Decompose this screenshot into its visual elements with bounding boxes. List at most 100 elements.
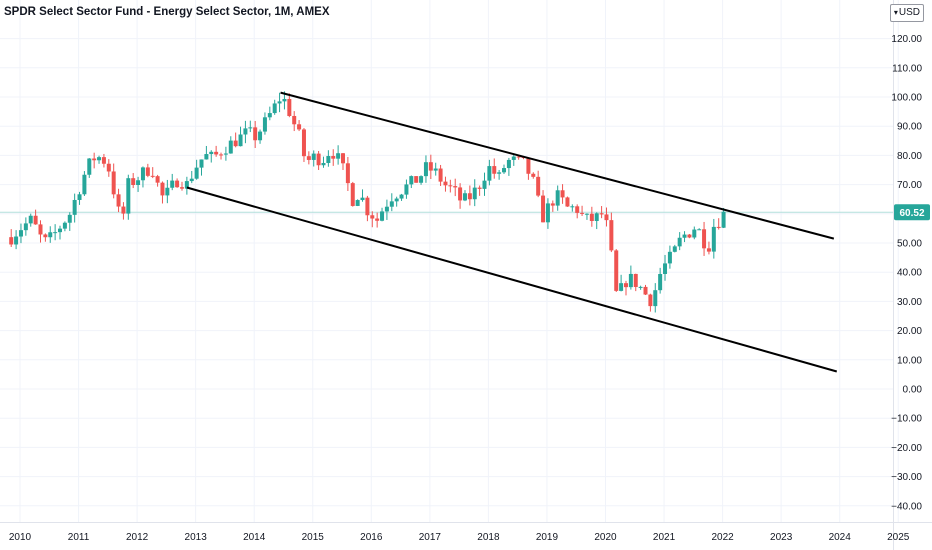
candle-body xyxy=(433,168,438,171)
candle-body xyxy=(458,187,463,201)
candle-body xyxy=(638,286,643,288)
x-tick-label: 2013 xyxy=(185,532,208,543)
candle-body xyxy=(316,153,321,166)
candle-body xyxy=(258,131,263,141)
candle-body xyxy=(131,178,136,185)
candle-body xyxy=(716,226,721,228)
candle-body xyxy=(77,194,82,200)
candle-body xyxy=(423,162,428,177)
x-tick-label: 2015 xyxy=(302,532,325,543)
x-tick-label: 2024 xyxy=(829,532,852,543)
candle-body xyxy=(106,163,111,172)
candle-body xyxy=(87,158,92,175)
candle-body xyxy=(189,178,194,182)
candle-body xyxy=(384,206,389,212)
candle-body xyxy=(702,229,707,249)
candle-body xyxy=(345,163,350,184)
candle-body xyxy=(545,203,550,223)
y-tick-label: 80.00 xyxy=(897,151,922,162)
candle-body xyxy=(502,168,507,173)
candle-body xyxy=(228,140,233,154)
candle-body xyxy=(287,98,292,116)
x-tick-label: 2023 xyxy=(770,532,793,543)
y-tick-label: −10.00 xyxy=(891,414,922,425)
x-tick-label: 2020 xyxy=(594,532,617,543)
trendline-upper-channel xyxy=(280,91,835,240)
trendline-lower-channel xyxy=(186,186,838,373)
candle-body xyxy=(311,153,316,160)
candle-body xyxy=(614,250,619,291)
candle-body xyxy=(658,273,663,291)
currency-label: USD xyxy=(898,7,920,18)
candle-body xyxy=(121,206,126,214)
candle-body xyxy=(58,228,63,233)
candle-body xyxy=(165,187,170,196)
candle-body xyxy=(179,187,184,189)
candle-body xyxy=(53,232,58,234)
candle-body xyxy=(570,206,575,208)
candle-body xyxy=(428,162,433,171)
candle-body xyxy=(482,180,487,189)
candle-body xyxy=(409,176,414,185)
candle-body xyxy=(116,194,121,207)
candle-body xyxy=(619,283,624,291)
candle-body xyxy=(672,246,677,252)
currency-selector[interactable]: ▾USD xyxy=(889,4,924,22)
candle-body xyxy=(687,234,692,238)
candle-body xyxy=(711,226,716,252)
candle-body xyxy=(462,193,467,201)
candle-body xyxy=(297,124,302,130)
candle-body xyxy=(565,197,570,207)
candle-body xyxy=(233,140,238,147)
candle-body xyxy=(277,101,282,104)
candle-body xyxy=(643,286,648,295)
x-tick-label: 2012 xyxy=(126,532,149,543)
x-tick-label: 2010 xyxy=(9,532,32,543)
y-tick-label: 120.00 xyxy=(891,34,922,45)
candle-body xyxy=(194,167,199,179)
candle-body xyxy=(467,193,472,200)
x-tick-label: 2014 xyxy=(243,532,266,543)
candle-body xyxy=(136,180,141,185)
candle-body xyxy=(301,129,306,157)
candle-body xyxy=(653,290,658,307)
candle-body xyxy=(321,162,326,166)
candle-body xyxy=(394,198,399,202)
candle-body xyxy=(516,156,521,158)
candle-body xyxy=(706,248,711,252)
candle-body xyxy=(48,232,53,238)
candle-body xyxy=(604,214,609,221)
candle-body xyxy=(360,197,365,201)
candle-body xyxy=(541,195,546,223)
candle-body xyxy=(204,154,209,160)
candle-body xyxy=(365,197,370,216)
candle-body xyxy=(33,215,38,225)
menu-chevron-icon: ▾ xyxy=(893,8,898,17)
candle-body xyxy=(170,180,175,188)
candle-body xyxy=(238,134,243,147)
candle-body xyxy=(414,176,419,183)
y-tick-label: 110.00 xyxy=(892,63,922,74)
candle-body xyxy=(223,153,228,155)
candle-body xyxy=(380,211,385,221)
candle-body xyxy=(292,115,297,125)
candle-body xyxy=(160,182,165,196)
candle-body xyxy=(18,230,23,237)
candle-body xyxy=(111,171,116,195)
candle-body xyxy=(14,236,19,245)
candle-body xyxy=(506,159,511,169)
candle-body xyxy=(453,186,458,188)
candle-body xyxy=(43,234,48,238)
x-tick-label: 2025 xyxy=(887,532,910,543)
candle-body xyxy=(336,153,341,159)
candle-body xyxy=(306,156,311,160)
candle-body xyxy=(555,190,560,206)
candle-body xyxy=(253,127,258,141)
candle-body xyxy=(419,176,424,183)
candle-body xyxy=(599,213,604,215)
candle-body xyxy=(594,213,599,222)
candle-body xyxy=(580,212,585,214)
x-tick-label: 2019 xyxy=(536,532,559,543)
